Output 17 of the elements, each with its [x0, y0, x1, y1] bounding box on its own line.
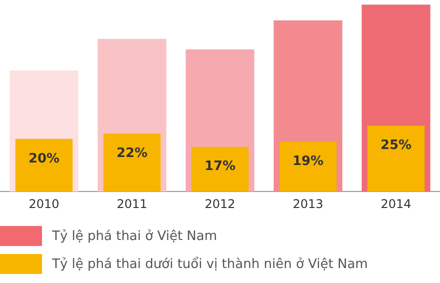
x-tick-label: 2012 — [204, 196, 236, 211]
legend-label: Tỷ lệ phá thai ở Việt Nam — [52, 228, 218, 244]
data-label: 25% — [380, 138, 412, 154]
x-tick-label: 2010 — [28, 196, 60, 211]
bar — [191, 146, 249, 192]
data-label: 22% — [116, 146, 148, 162]
bar — [279, 142, 337, 192]
data-label: 17% — [204, 159, 236, 174]
x-tick-label: 2013 — [292, 196, 324, 211]
bar — [367, 126, 425, 192]
x-tick-label: 2011 — [116, 196, 148, 211]
data-label: 20% — [28, 151, 60, 166]
bar — [15, 138, 73, 192]
data-label: 19% — [292, 154, 324, 169]
legend-label: Tỷ lệ phá thai dưới tuổi vị thành niên ở Việt Nam — [52, 256, 368, 272]
x-tick-label: 2014 — [380, 196, 412, 211]
bar — [103, 134, 161, 192]
